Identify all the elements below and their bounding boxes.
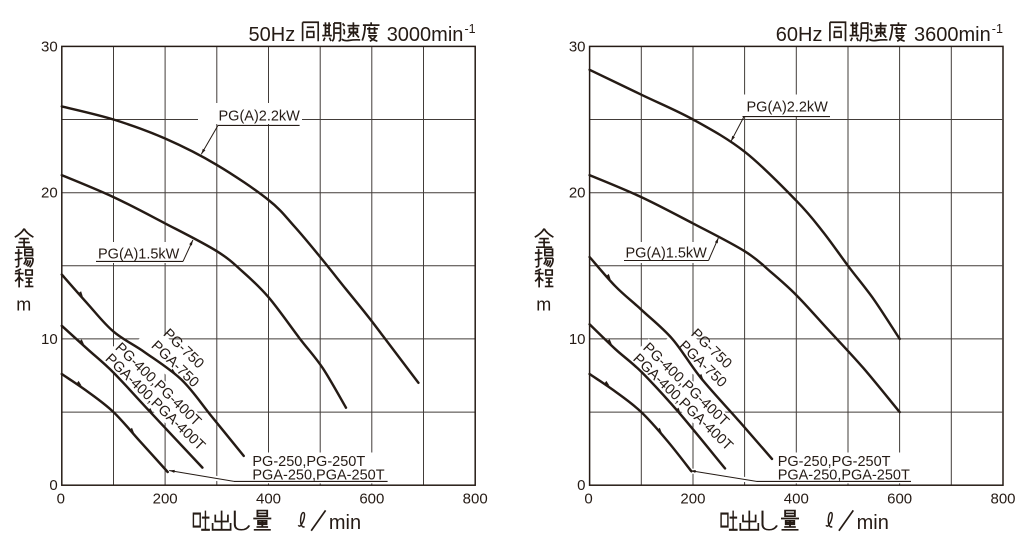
svg-text:PGA-250,PGA-250T: PGA-250,PGA-250T (252, 468, 384, 484)
svg-text:400: 400 (256, 490, 281, 507)
svg-text:PGA-250,PGA-250T: PGA-250,PGA-250T (778, 468, 910, 484)
svg-text:PG-250,PG-250T: PG-250,PG-250T (778, 454, 891, 470)
svg-text:800: 800 (463, 490, 488, 507)
svg-text:20: 20 (41, 185, 58, 202)
svg-text:min: min (857, 512, 889, 534)
svg-text:-1: -1 (465, 22, 476, 36)
svg-text:PG(A)2.2kW: PG(A)2.2kW (747, 99, 829, 115)
svg-text:30: 30 (569, 38, 586, 55)
svg-text:200: 200 (153, 490, 178, 507)
svg-text:10: 10 (41, 331, 58, 348)
svg-text:0: 0 (49, 477, 57, 494)
svg-text:PG(A)2.2kW: PG(A)2.2kW (219, 108, 301, 124)
svg-text:3000min: 3000min (387, 24, 464, 46)
svg-text:20: 20 (569, 185, 586, 202)
svg-text:m: m (536, 294, 551, 314)
svg-text:-1: -1 (992, 22, 1003, 36)
svg-text:PG(A)1.5kW: PG(A)1.5kW (98, 246, 180, 262)
svg-text:60Hz: 60Hz (776, 24, 823, 46)
svg-text:3600min: 3600min (914, 24, 991, 46)
svg-text:10: 10 (569, 331, 586, 348)
svg-text:50Hz: 50Hz (249, 24, 296, 46)
svg-text:200: 200 (680, 490, 705, 507)
svg-text:800: 800 (990, 490, 1015, 507)
svg-text:400: 400 (784, 490, 809, 507)
svg-text:0: 0 (584, 490, 592, 507)
svg-text:0: 0 (577, 477, 585, 494)
svg-text:PG(A)1.5kW: PG(A)1.5kW (626, 246, 708, 262)
svg-text:30: 30 (41, 38, 58, 55)
svg-text:min: min (329, 512, 361, 534)
svg-text:PG-250,PG-250T: PG-250,PG-250T (252, 454, 365, 470)
svg-text:0: 0 (57, 490, 65, 507)
svg-text:600: 600 (887, 490, 912, 507)
svg-text:m: m (16, 294, 31, 314)
svg-text:600: 600 (359, 490, 384, 507)
